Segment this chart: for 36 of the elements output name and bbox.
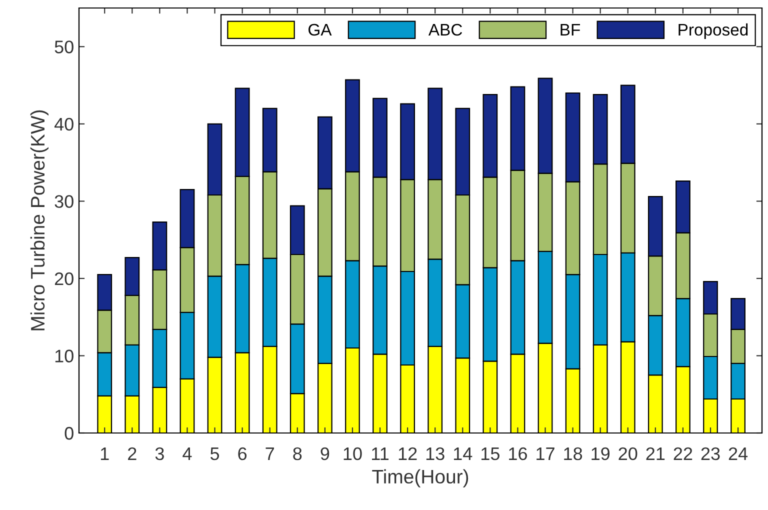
x-tick-label: 1: [100, 448, 109, 460]
x-tick-label: 12: [398, 447, 417, 460]
legend-label: Proposed: [678, 23, 748, 39]
x-tick-label: 14: [454, 448, 472, 460]
x-tick-label: 22: [674, 447, 692, 460]
y-tick-label: 40: [54, 118, 74, 131]
y-tick-label: 50: [54, 40, 74, 54]
y-tick-label: 30: [54, 195, 74, 208]
x-tick-label: 24: [728, 447, 748, 460]
y-tick-label: 10: [55, 350, 74, 362]
x-tick-label: 4: [182, 448, 192, 460]
y-axis-title: Micro Turbine Power(KW): [30, 110, 48, 330]
x-axis-title: Time(Hour): [372, 469, 468, 488]
x-tick-label: 5: [210, 448, 220, 460]
y-tick-label: 0: [64, 426, 74, 440]
x-tick-label: 20: [618, 447, 638, 460]
x-tick-label: 21: [646, 447, 665, 460]
x-tick-label: 10: [344, 447, 362, 460]
x-tick-label: 19: [592, 447, 610, 460]
x-tick-label: 17: [536, 448, 554, 460]
x-tick-label: 23: [701, 447, 720, 460]
legend-label: BF: [560, 24, 580, 36]
x-tick-label: 11: [372, 448, 389, 460]
legend-label: GA: [308, 24, 332, 36]
x-tick-label: 6: [238, 447, 247, 460]
x-tick-label: 7: [266, 448, 274, 460]
x-tick-label: 9: [320, 447, 330, 460]
x-tick-label: 13: [426, 447, 444, 460]
x-tick-label: 8: [293, 447, 302, 460]
y-tick-label: 20: [54, 272, 74, 286]
x-tick-label: 15: [482, 448, 500, 460]
x-tick-label: 3: [155, 447, 164, 460]
x-tick-label: 18: [564, 447, 582, 460]
x-tick-label: 16: [509, 447, 527, 460]
legend-label: ABC: [428, 24, 462, 36]
x-tick-label: 2: [128, 447, 136, 460]
